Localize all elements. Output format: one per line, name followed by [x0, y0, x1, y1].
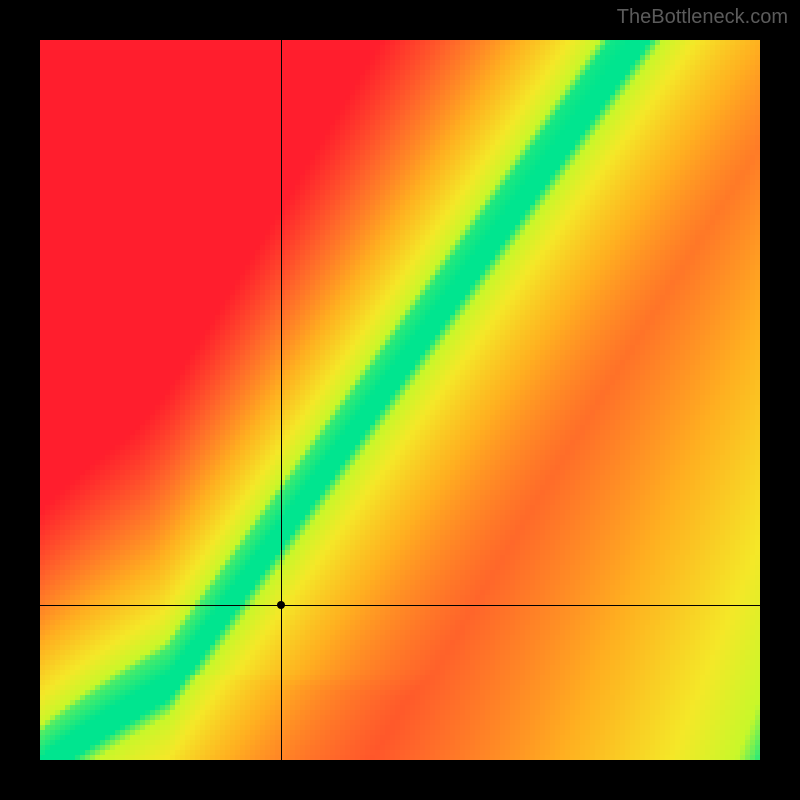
heatmap-canvas: [40, 40, 760, 760]
crosshair-horizontal: [40, 605, 760, 606]
chart-container: TheBottleneck.com: [0, 0, 800, 800]
marker-dot: [277, 601, 285, 609]
plot-area: [40, 40, 760, 760]
crosshair-vertical: [281, 40, 282, 760]
watermark-text: TheBottleneck.com: [617, 6, 788, 29]
